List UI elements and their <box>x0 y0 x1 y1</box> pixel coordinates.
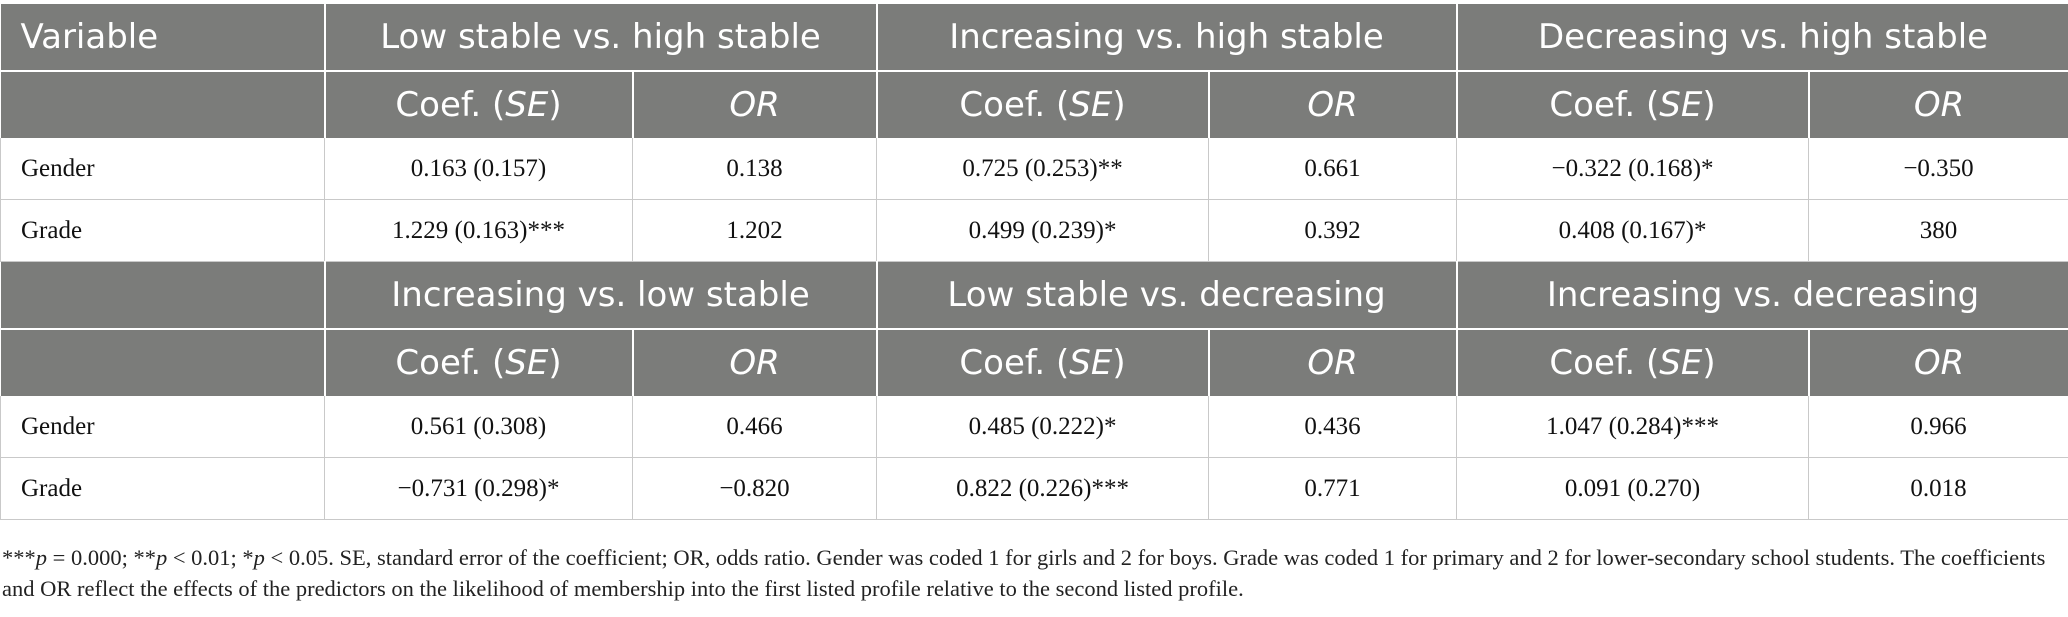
coef-prefix: Coef. ( <box>1549 85 1660 125</box>
coef-header: Coef. (SE) <box>875 71 1209 138</box>
cell-value: 0.138 <box>631 138 877 200</box>
panel1-subheader-row: Coef. (SE) OR Coef. (SE) OR Coef. (SE) O… <box>0 71 2068 138</box>
table-row: Grade 1.229 (0.163)*** 1.202 0.499 (0.23… <box>0 199 2068 262</box>
cell-value: 0.725 (0.253)** <box>876 138 1209 200</box>
group-header: Low stable vs. decreasing <box>875 261 1457 330</box>
coef-se: SE <box>1069 85 1113 125</box>
footnote-p: p <box>155 545 168 570</box>
row-label: Grade <box>0 199 325 262</box>
group-header: Increasing vs. decreasing <box>1455 261 2068 330</box>
or-header: OR <box>1207 71 1457 138</box>
cell-value: −0.731 (0.298)* <box>324 457 633 520</box>
coef-suffix: ) <box>1702 343 1716 383</box>
cell-value: 0.018 <box>1808 457 2068 520</box>
coef-se: SE <box>1659 343 1703 383</box>
footnote-p: p <box>35 545 47 570</box>
coef-prefix: Coef. ( <box>1549 343 1660 383</box>
cell-value: 0.091 (0.270) <box>1456 457 1809 520</box>
footnote-stars: ** <box>133 545 156 570</box>
row-label: Gender <box>0 138 325 200</box>
cell-value: −0.322 (0.168)* <box>1456 138 1809 200</box>
coef-prefix: Coef. ( <box>959 343 1070 383</box>
cell-value: 0.771 <box>1208 457 1457 520</box>
empty-header-cell <box>0 261 325 330</box>
footnote-threshold: = 0.000; <box>47 545 134 570</box>
coef-header: Coef. (SE) <box>323 329 633 396</box>
cell-value: 0.163 (0.157) <box>324 138 633 200</box>
footnote-p: p <box>253 545 265 570</box>
coef-header: Coef. (SE) <box>1455 329 1809 396</box>
variable-header: Variable <box>0 4 325 72</box>
footnote-stars: *** <box>2 545 36 570</box>
table-row: Grade −0.731 (0.298)* −0.820 0.822 (0.22… <box>0 457 2068 520</box>
cell-value: 0.466 <box>631 396 877 458</box>
results-table: Variable Low stable vs. high stable Incr… <box>0 4 2068 520</box>
coef-header: Coef. (SE) <box>323 71 633 138</box>
coef-se: SE <box>505 85 549 125</box>
or-header: OR <box>1207 329 1457 396</box>
coef-suffix: ) <box>1112 85 1126 125</box>
coef-prefix: Coef. ( <box>395 85 506 125</box>
or-header: OR <box>1807 71 2068 138</box>
footnote-text: SE, standard error of the coefficient; O… <box>2 545 2046 601</box>
row-label: Grade <box>0 457 325 520</box>
coef-se: SE <box>1069 343 1113 383</box>
coef-prefix: Coef. ( <box>959 85 1070 125</box>
footnote-threshold: < 0.05. <box>264 545 340 570</box>
empty-header-cell <box>0 71 325 138</box>
group-header: Low stable vs. high stable <box>323 4 877 72</box>
cell-value: 1.047 (0.284)*** <box>1456 396 1809 458</box>
cell-value: −0.820 <box>631 457 877 520</box>
coef-suffix: ) <box>1702 85 1716 125</box>
or-header: OR <box>631 329 877 396</box>
cell-value: 0.966 <box>1808 396 2068 458</box>
group-header: Increasing vs. low stable <box>323 261 877 330</box>
cell-value: 0.561 (0.308) <box>324 396 633 458</box>
coef-header: Coef. (SE) <box>875 329 1209 396</box>
cell-value: 1.229 (0.163)*** <box>324 199 633 262</box>
panel2-group-header-row: Increasing vs. low stable Low stable vs.… <box>0 261 2068 330</box>
or-header: OR <box>631 71 877 138</box>
cell-value: 0.392 <box>1208 199 1457 262</box>
or-header: OR <box>1807 329 2068 396</box>
panel1-group-header-row: Variable Low stable vs. high stable Incr… <box>0 4 2068 72</box>
table-footnote: ***p = 0.000; **p < 0.01; *p < 0.05. SE,… <box>2 542 2062 604</box>
table-row: Gender 0.561 (0.308) 0.466 0.485 (0.222)… <box>0 396 2068 458</box>
cell-value: 0.822 (0.226)*** <box>876 457 1209 520</box>
panel2-subheader-row: Coef. (SE) OR Coef. (SE) OR Coef. (SE) O… <box>0 329 2068 396</box>
group-header: Decreasing vs. high stable <box>1455 4 2068 72</box>
cell-value: 0.436 <box>1208 396 1457 458</box>
table-row: Gender 0.163 (0.157) 0.138 0.725 (0.253)… <box>0 138 2068 200</box>
cell-value: 1.202 <box>631 199 877 262</box>
cell-value: 380 <box>1808 199 2068 262</box>
coef-se: SE <box>505 343 549 383</box>
coef-header: Coef. (SE) <box>1455 71 1809 138</box>
row-label: Gender <box>0 396 325 458</box>
coef-prefix: Coef. ( <box>395 343 506 383</box>
coef-suffix: ) <box>548 343 562 383</box>
coef-suffix: ) <box>1112 343 1126 383</box>
group-header: Increasing vs. high stable <box>875 4 1457 72</box>
cell-value: −0.350 <box>1808 138 2068 200</box>
coef-se: SE <box>1659 85 1703 125</box>
coef-suffix: ) <box>548 85 562 125</box>
footnote-threshold: < 0.01; <box>167 545 243 570</box>
footnote-stars: * <box>242 545 254 570</box>
empty-header-cell <box>0 329 325 396</box>
cell-value: 0.661 <box>1208 138 1457 200</box>
cell-value: 0.499 (0.239)* <box>876 199 1209 262</box>
cell-value: 0.485 (0.222)* <box>876 396 1209 458</box>
cell-value: 0.408 (0.167)* <box>1456 199 1809 262</box>
